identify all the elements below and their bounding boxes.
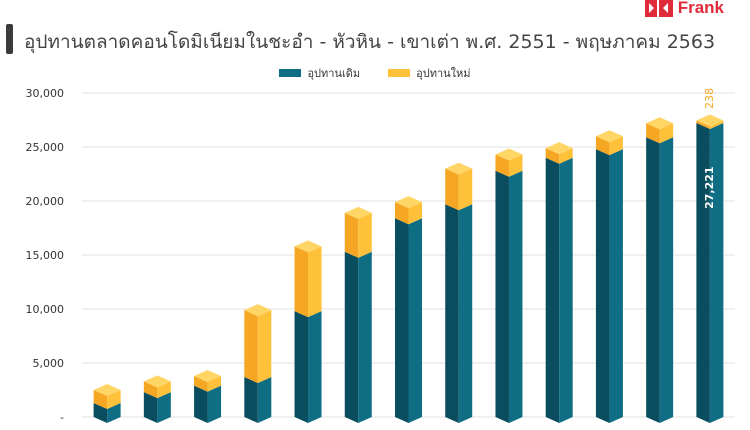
bar-segment-right-face — [458, 204, 473, 423]
bar-segment-left-face — [495, 154, 509, 177]
bar-segment-left-face — [344, 212, 359, 258]
bar-segment-left-face — [595, 136, 610, 156]
bar-segment-right-face — [157, 392, 171, 423]
bar-segment-right-face — [107, 402, 121, 423]
bar-cap — [395, 196, 422, 209]
bar-segment-left-face — [696, 120, 710, 130]
y-tick-label: - — [60, 411, 64, 424]
bar-segment-left-face — [344, 251, 359, 423]
bar-segment-right-face — [408, 202, 422, 225]
title-accent-bar — [6, 24, 13, 54]
bar-segment-left-face — [143, 381, 158, 399]
bar-segment-right-face — [257, 377, 272, 423]
bar-segment-left-face — [93, 402, 108, 423]
bar-segment-right-face — [107, 390, 121, 409]
bar-segment-right-face — [207, 385, 222, 423]
bar-segment-left-face — [143, 392, 158, 423]
bar-segment-right-face — [659, 123, 674, 144]
bar-cap — [344, 206, 372, 219]
bar-segment-left-face — [194, 375, 208, 392]
bar-segment-left-face — [495, 170, 509, 423]
bar-cap — [445, 162, 473, 175]
bar-segment-left-face — [445, 204, 459, 423]
bar-cap — [294, 240, 322, 253]
bar-cap — [646, 117, 674, 130]
legend-label-existing: อุปทานเดิม — [307, 67, 361, 80]
y-tick-label: 20,000 — [26, 195, 65, 208]
bar-segment-right-face — [408, 218, 422, 423]
bar-segment-right-face — [207, 375, 222, 392]
bar-segment-left-face — [244, 310, 258, 384]
bar-segment-left-face — [646, 137, 660, 423]
bar-segment-left-face — [445, 168, 459, 211]
bar-segment-right-face — [709, 123, 724, 424]
legend: อุปทานเดิม อุปทานใหม่ — [0, 64, 750, 82]
legend-item-new: อุปทานใหม่ — [388, 64, 471, 82]
bar-segment-left-face — [294, 311, 309, 423]
bar-segment-left-face — [194, 385, 208, 423]
bar-segment-right-face — [559, 157, 573, 424]
chart-title: อุปทานตลาดคอนโดมิเนียมในชะอำ - หัวหิน - … — [24, 31, 716, 53]
bar-segment-left-face — [545, 148, 560, 164]
y-tick-label: 15,000 — [26, 249, 65, 262]
bar-segment-right-face — [659, 137, 674, 423]
bar-segment-right-face — [157, 381, 171, 399]
frank-logo-icon — [644, 0, 673, 17]
brand: Frank — [644, 0, 724, 18]
bar-cap — [244, 304, 272, 317]
y-tick-label: 30,000 — [26, 87, 65, 100]
bar-cap — [595, 130, 623, 143]
bar-segment-right-face — [358, 212, 372, 258]
bar-segment-left-face — [595, 149, 610, 423]
legend-swatch-existing — [279, 69, 302, 77]
bar-segment-left-face — [395, 202, 409, 225]
y-tick-label: 5,000 — [33, 357, 65, 370]
bar-segment-right-face — [458, 168, 473, 211]
brand-name: Frank — [677, 0, 724, 17]
bar-segment-left-face — [696, 123, 710, 424]
bar-cap — [194, 369, 222, 382]
y-tick-label: 10,000 — [26, 303, 65, 316]
bar-cap — [143, 375, 171, 388]
bar-cap — [93, 384, 121, 396]
bar-segment-left-face — [395, 218, 409, 423]
bar-segment-left-face — [545, 157, 560, 424]
data-label: 238 — [703, 88, 716, 109]
bar-segment-right-face — [358, 251, 372, 423]
bar-cap — [495, 148, 523, 161]
bar-segment-left-face — [646, 123, 660, 144]
bar-cap — [696, 114, 724, 127]
bar-segment-left-face — [244, 377, 258, 423]
bar-segment-right-face — [709, 120, 724, 130]
bar-segment-left-face — [93, 390, 108, 409]
bar-segment-right-face — [257, 310, 272, 384]
bar-segment-left-face — [294, 246, 309, 318]
bar-segment-right-face — [308, 246, 322, 318]
bar-segment-right-face — [308, 311, 322, 423]
legend-label-new: อุปทานใหม่ — [416, 67, 471, 80]
data-label: 27,221 — [703, 166, 716, 208]
bar-segment-right-face — [609, 136, 623, 156]
y-tick-label: 25,000 — [26, 141, 65, 154]
bar-segment-right-face — [508, 170, 523, 423]
bar-cap — [545, 142, 573, 155]
bar-segment-right-face — [559, 148, 573, 164]
bar-segment-right-face — [609, 149, 623, 423]
legend-swatch-new — [388, 69, 411, 77]
bar-segment-right-face — [508, 154, 523, 177]
legend-item-existing: อุปทานเดิม — [279, 64, 360, 82]
